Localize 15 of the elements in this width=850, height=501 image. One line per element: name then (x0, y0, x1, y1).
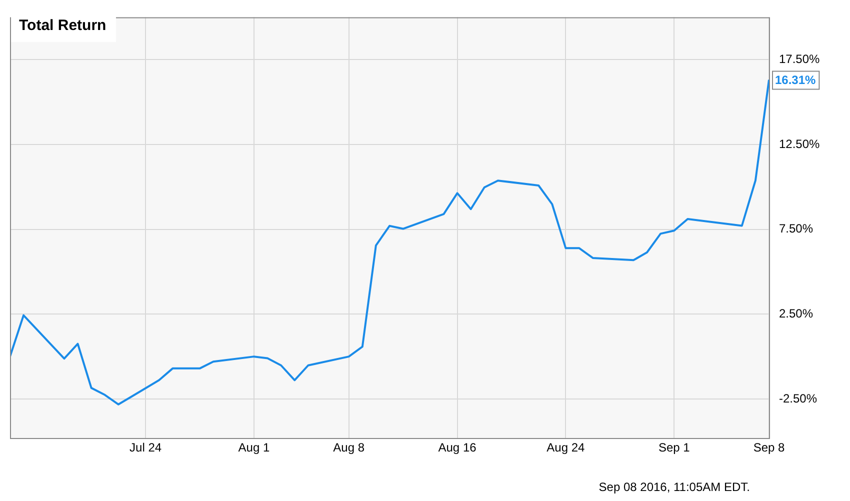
x-tick-label: Jul 24 (130, 440, 162, 455)
x-tick-label: Sep 8 (753, 440, 786, 455)
text: Sep 08 2016, 11:05AM EDT. (598, 480, 750, 494)
x-tick-label: Sep 1 (658, 440, 690, 455)
y-tick-label: 2.50% (779, 306, 814, 320)
y-tick-label: 17.50% (779, 52, 820, 66)
y-tick-label: -2.50% (779, 391, 818, 406)
y-tick-label: 12.50% (779, 136, 820, 151)
x-tick-label: Aug 1 (238, 440, 270, 455)
chart-title: Total Return (11, 11, 116, 42)
annotation: 16.31% (775, 73, 816, 88)
y-tick-label: 7.50% (779, 222, 814, 236)
x-tick-label: Aug 8 (333, 440, 365, 455)
x-tick-label: Aug 24 (546, 440, 586, 455)
x-tick-label: Aug 16 (438, 440, 477, 455)
